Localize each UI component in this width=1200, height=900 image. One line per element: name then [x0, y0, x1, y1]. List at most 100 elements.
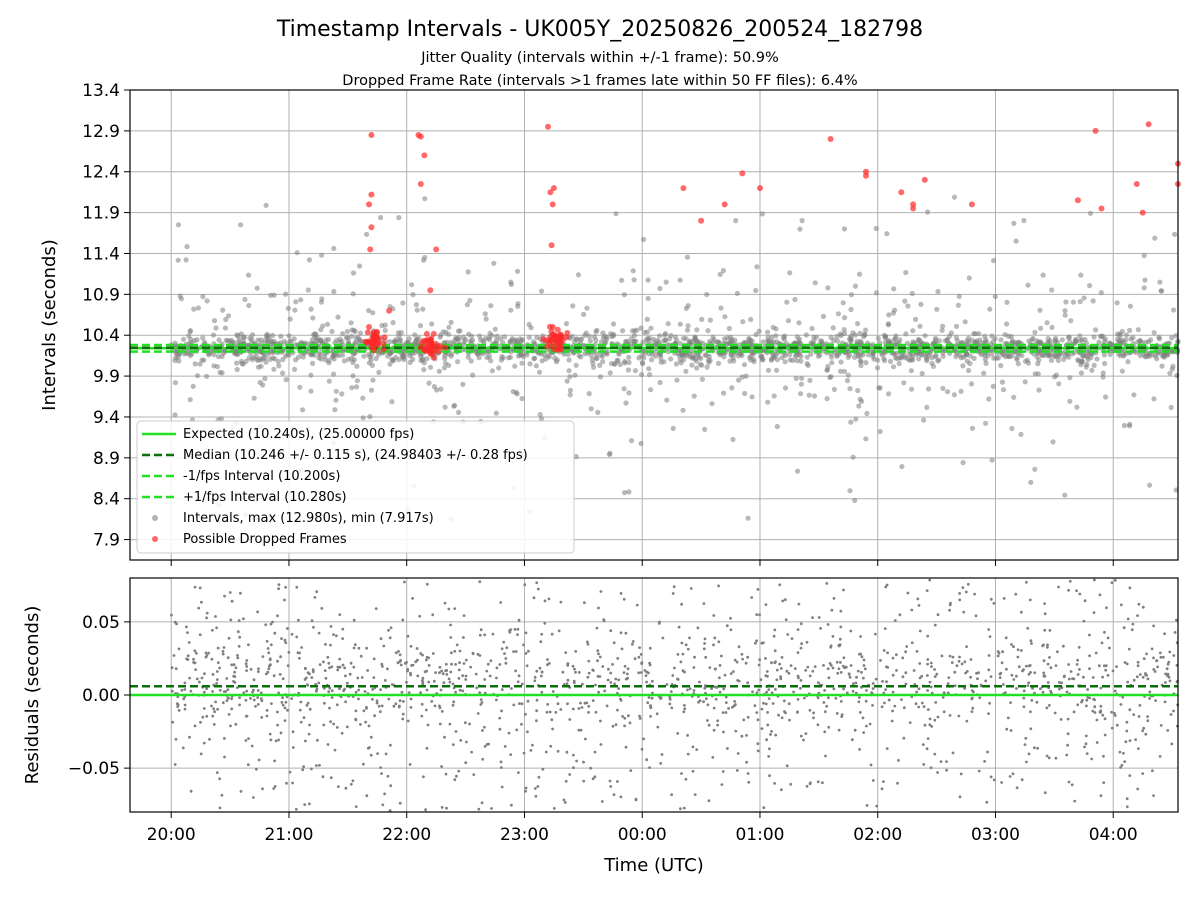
residual-point	[670, 793, 673, 797]
residual-point	[237, 619, 241, 622]
residual-point	[976, 677, 979, 681]
interval-point	[508, 281, 515, 287]
interval-point	[426, 380, 432, 386]
residual-point	[1118, 750, 1122, 754]
residual-point	[829, 664, 833, 667]
residual-point	[812, 711, 815, 715]
interval-point	[891, 364, 897, 370]
residual-point	[478, 691, 482, 695]
residual-point	[442, 681, 446, 685]
residual-point	[864, 699, 868, 703]
dropped-frame-point	[1074, 197, 1081, 204]
top-reference-lines	[130, 343, 1178, 353]
residual-point	[551, 727, 554, 731]
interval-point	[1005, 352, 1011, 358]
residual-point	[947, 676, 951, 679]
bottom-reference-lines	[130, 684, 1178, 697]
residual-point	[839, 700, 843, 703]
residual-point	[341, 637, 345, 640]
residual-point	[622, 597, 626, 601]
residual-point	[376, 752, 379, 755]
residual-point	[1046, 681, 1050, 684]
residual-point	[676, 732, 680, 735]
interval-point	[527, 361, 533, 367]
residual-point	[983, 760, 986, 763]
residual-point	[963, 687, 966, 690]
residual-point	[447, 607, 451, 611]
residual-point	[784, 598, 787, 602]
interval-point	[1059, 337, 1065, 343]
residual-point	[803, 696, 806, 700]
residual-point	[774, 688, 777, 691]
interval-point	[799, 218, 805, 224]
residual-point	[344, 674, 347, 678]
interval-point	[739, 374, 745, 380]
residual-point	[531, 743, 534, 747]
dropped-frame-point	[430, 330, 437, 337]
residual-point	[989, 597, 993, 601]
residual-point	[316, 738, 319, 742]
residual-point	[1145, 652, 1148, 656]
residual-point	[1072, 710, 1076, 714]
residual-point	[523, 583, 527, 587]
interval-point	[537, 411, 543, 418]
residual-point	[989, 675, 993, 678]
residual-point	[955, 664, 959, 668]
interval-point	[835, 311, 842, 317]
residual-point	[1009, 701, 1012, 704]
interval-point	[866, 352, 872, 358]
interval-point	[593, 329, 599, 335]
residual-point	[277, 691, 280, 695]
residual-point	[616, 780, 619, 783]
interval-point	[834, 352, 840, 358]
interval-point	[983, 360, 989, 366]
interval-point	[1062, 492, 1068, 498]
residual-point	[267, 651, 271, 655]
residual-point	[802, 738, 805, 742]
interval-point	[806, 392, 812, 398]
residual-point	[958, 592, 961, 595]
residual-point	[969, 675, 972, 679]
interval-point	[176, 358, 182, 364]
residual-point	[249, 697, 252, 700]
residual-point	[750, 596, 754, 599]
dropped-frame-point	[426, 339, 433, 346]
residual-point	[597, 606, 600, 610]
interval-point	[360, 395, 366, 401]
interval-point	[263, 359, 269, 365]
residual-point	[409, 697, 413, 701]
residual-point	[946, 682, 950, 686]
interval-point	[322, 357, 328, 363]
interval-point	[293, 357, 299, 363]
interval-point	[857, 271, 863, 277]
interval-point	[887, 358, 894, 364]
residual-point	[1153, 670, 1157, 673]
interval-point	[217, 369, 223, 375]
residual-point	[388, 636, 392, 640]
residual-point	[294, 807, 298, 811]
residual-point	[765, 690, 769, 694]
residual-point	[612, 793, 616, 796]
interval-point	[538, 288, 545, 294]
residual-point	[426, 723, 430, 727]
residual-point	[195, 677, 199, 681]
residual-point	[788, 718, 791, 722]
residual-point	[369, 753, 373, 757]
interval-point	[790, 357, 796, 364]
residual-point	[572, 753, 575, 757]
interval-point	[917, 323, 923, 329]
residual-point	[575, 759, 578, 763]
interval-point	[507, 354, 514, 360]
x-tick-label: 00:00	[618, 825, 667, 845]
residual-point	[444, 772, 448, 776]
residual-point	[236, 630, 240, 634]
residual-point	[577, 728, 581, 732]
residual-point	[611, 663, 614, 666]
residual-point	[375, 701, 379, 705]
residual-point	[1042, 659, 1046, 663]
residual-point	[455, 774, 458, 778]
residual-point	[1093, 698, 1096, 702]
interval-point	[567, 392, 573, 398]
dropped-frame-point	[366, 324, 372, 330]
residual-point	[1125, 729, 1129, 733]
